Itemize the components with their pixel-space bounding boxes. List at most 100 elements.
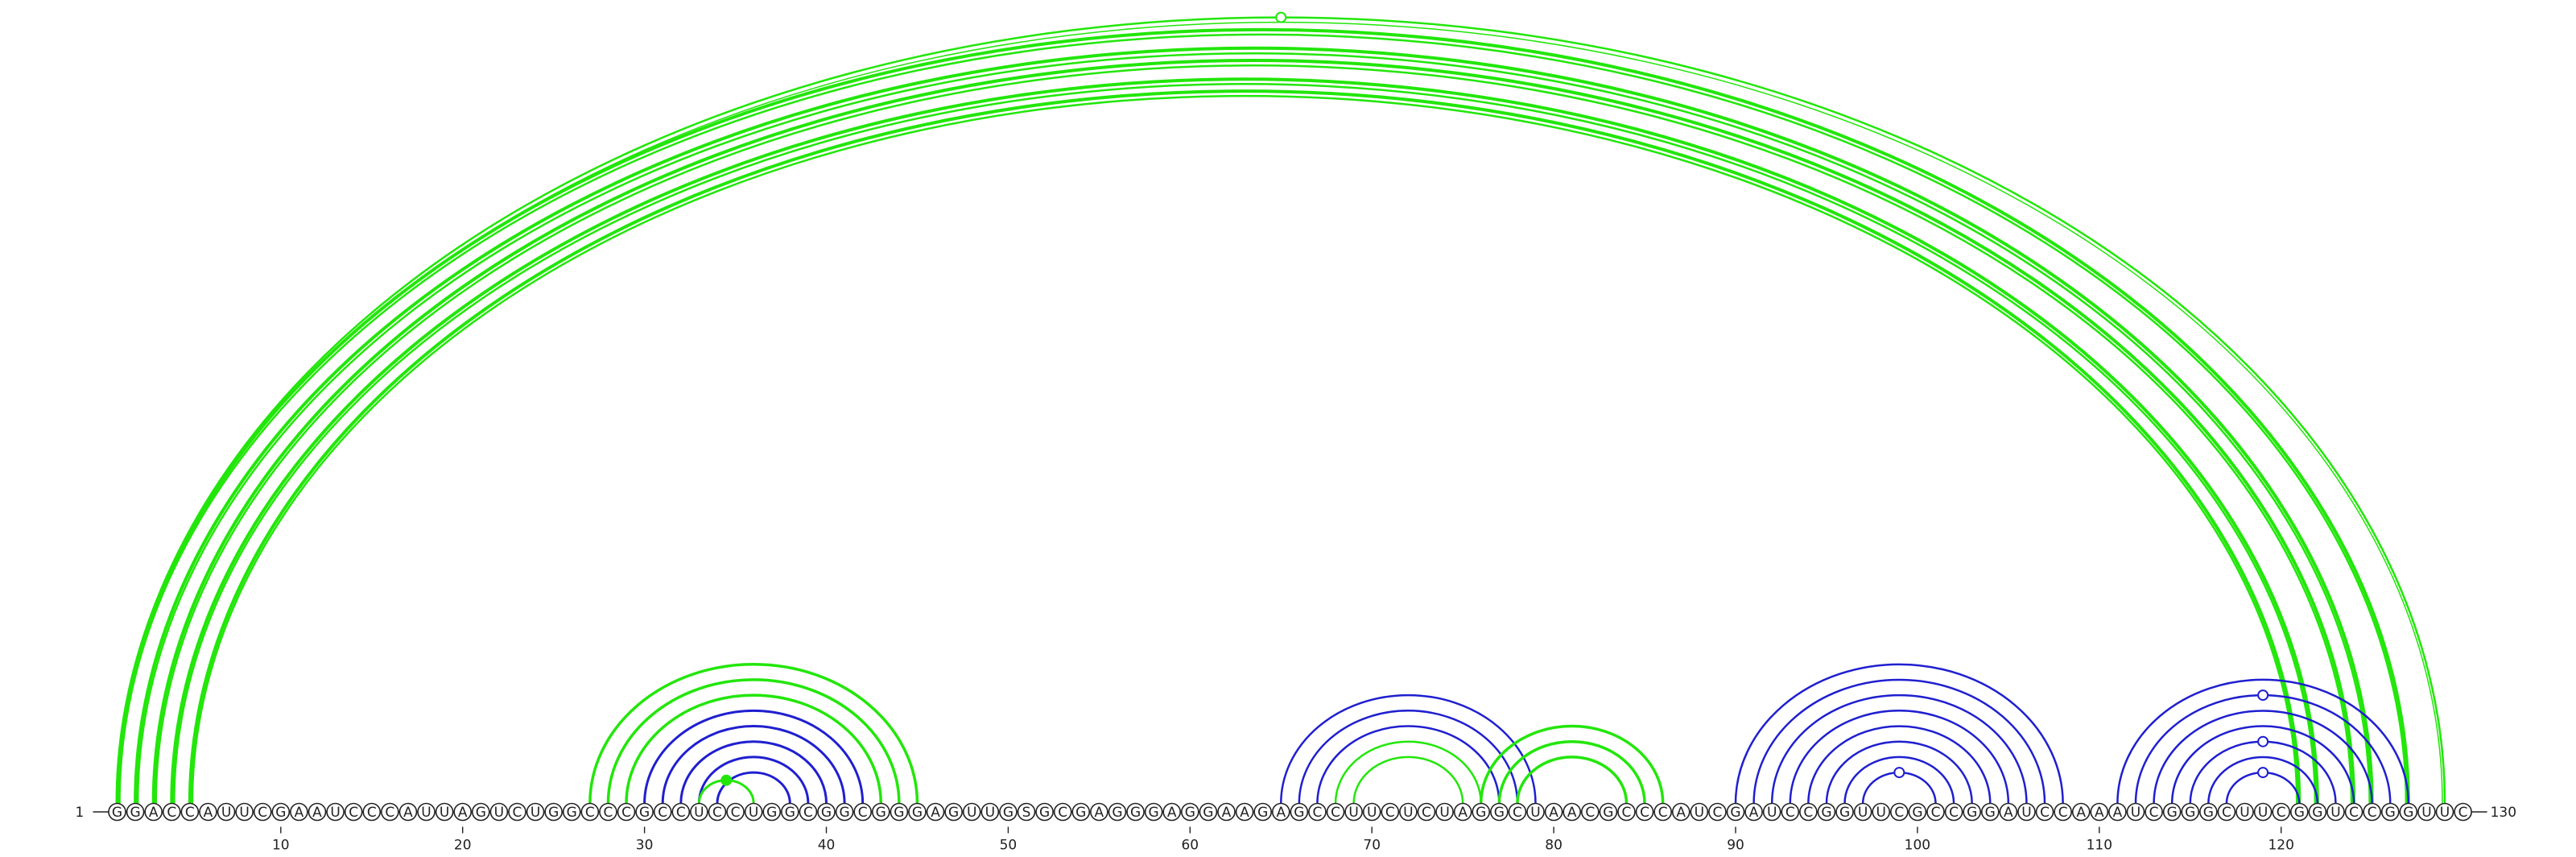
nucleotide-58 bbox=[1144, 802, 1163, 822]
nucleotide-label-118: U bbox=[2240, 805, 2249, 821]
nucleotide-label-12: A bbox=[312, 805, 322, 821]
end-label: 130 bbox=[2491, 805, 2516, 821]
nucleotide-42 bbox=[853, 802, 872, 822]
nucleotide-label-109: A bbox=[2076, 805, 2086, 821]
nucleotide-29 bbox=[617, 802, 636, 822]
nucleotide-48 bbox=[962, 802, 981, 822]
nucleotide-label-18: U bbox=[421, 805, 431, 821]
nucleotide-120 bbox=[2272, 802, 2291, 822]
nucleotide-36 bbox=[744, 802, 763, 822]
nucleotide-66 bbox=[1290, 802, 1309, 822]
nucleotide-6 bbox=[199, 802, 217, 822]
nucleotide-label-23: C bbox=[513, 805, 522, 821]
nucleotide-7 bbox=[217, 802, 236, 822]
nucleotide-label-19: U bbox=[440, 805, 449, 821]
nucleotide-label-34: C bbox=[712, 805, 722, 821]
nucleotide-label-106: U bbox=[2021, 805, 2031, 821]
nucleotide-label-84: C bbox=[1622, 805, 1632, 821]
nucleotide-label-76: G bbox=[1476, 805, 1486, 821]
pair-markers bbox=[720, 11, 2269, 786]
nucleotide-label-61: G bbox=[1203, 805, 1213, 821]
nucleotide-21 bbox=[471, 802, 490, 822]
nucleotide-80 bbox=[1544, 802, 1563, 822]
arc-3-124-inner bbox=[155, 64, 2353, 804]
nucleotide-4 bbox=[162, 802, 181, 822]
nucleotide-74 bbox=[1435, 802, 1454, 822]
nucleotide-label-69: U bbox=[1348, 805, 1358, 821]
nucleotide-11 bbox=[290, 802, 308, 822]
nucleotide-label-116: G bbox=[2203, 805, 2214, 821]
arc-66-78 bbox=[1298, 710, 1519, 804]
base-pair-arcs bbox=[115, 16, 2446, 804]
nucleotide-label-129: U bbox=[2440, 805, 2450, 821]
nucleotide-98 bbox=[1872, 802, 1891, 822]
arc-93-105 bbox=[1789, 710, 2010, 804]
arc-30-42 bbox=[643, 709, 865, 804]
nucleotide-label-126: G bbox=[2385, 805, 2396, 821]
nucleotide-27 bbox=[580, 802, 600, 822]
nucleotide-label-22: U bbox=[494, 805, 504, 821]
arc-3-124 bbox=[151, 58, 2356, 804]
nucleotide-label-124: C bbox=[2349, 805, 2359, 821]
nucleotide-label-42: C bbox=[858, 805, 868, 821]
nucleotide-label-17: A bbox=[403, 805, 413, 821]
arc-34-38 bbox=[716, 771, 791, 804]
nucleotide-label-85: C bbox=[1640, 805, 1649, 821]
nucleotide-label-4: C bbox=[167, 805, 176, 821]
arc-90-108 bbox=[1734, 663, 2064, 804]
nucleotide-38 bbox=[781, 802, 799, 822]
tick-label-90: 90 bbox=[1727, 838, 1744, 854]
nucleotide-label-81: A bbox=[1567, 805, 1577, 821]
nucleotide-106 bbox=[2017, 802, 2036, 822]
arc-2-125-inner bbox=[138, 53, 2370, 803]
nucleotide-label-64: G bbox=[1257, 805, 1268, 821]
nucleotide-30 bbox=[635, 802, 654, 822]
nucleotide-label-121: G bbox=[2294, 805, 2305, 821]
nucleotide-59 bbox=[1162, 802, 1182, 822]
nucleotide-label-67: C bbox=[1313, 805, 1323, 821]
nucleotide-112 bbox=[2126, 802, 2145, 822]
nucleotide-9 bbox=[253, 802, 272, 822]
nucleotide-label-29: C bbox=[621, 805, 631, 821]
nucleotide-22 bbox=[489, 802, 509, 822]
tick-label-110: 110 bbox=[2087, 838, 2112, 854]
nucleotide-37 bbox=[762, 802, 782, 822]
nucleotide-label-24: U bbox=[530, 805, 540, 821]
nucleotide-56 bbox=[1108, 802, 1127, 822]
nucleotide-8 bbox=[235, 802, 254, 822]
nucleotide-label-6: A bbox=[204, 805, 213, 821]
nucleotide-124 bbox=[2344, 802, 2363, 822]
nucleotide-86 bbox=[1653, 802, 1672, 822]
nucleotide-10 bbox=[271, 802, 291, 822]
nucleotide-label-114: G bbox=[2167, 805, 2178, 821]
tick-label-120: 120 bbox=[2268, 838, 2293, 854]
nucleotide-label-14: C bbox=[349, 805, 358, 821]
nucleotide-2 bbox=[126, 802, 145, 822]
nucleotide-label-73: C bbox=[1422, 805, 1431, 821]
nucleotide-label-55: A bbox=[1095, 805, 1104, 821]
arc-92-106 bbox=[1770, 693, 2028, 804]
nucleotide-122 bbox=[2308, 802, 2327, 822]
nucleotide-71 bbox=[1381, 802, 1400, 822]
nucleotide-39 bbox=[799, 802, 818, 822]
nucleotide-label-122: G bbox=[2312, 805, 2322, 821]
arc-5-121-inner bbox=[191, 94, 2298, 804]
nucleotide-84 bbox=[1617, 802, 1636, 822]
nucleotide-100 bbox=[1908, 802, 1927, 822]
nucleotide-label-48: U bbox=[967, 805, 976, 821]
nucleotide-31 bbox=[653, 802, 672, 822]
nucleotide-5 bbox=[180, 802, 200, 822]
nucleotide-51 bbox=[1017, 802, 1036, 822]
nucleotide-63 bbox=[1235, 802, 1254, 822]
nucleotide-117 bbox=[2217, 802, 2236, 822]
nucleotide-24 bbox=[526, 802, 545, 822]
nucleotide-label-44: G bbox=[894, 805, 904, 821]
nucleotide-109 bbox=[2071, 802, 2091, 822]
arc-29-43 bbox=[625, 693, 883, 804]
nucleotide-92 bbox=[1762, 802, 1781, 822]
nucleotide-label-83: G bbox=[1603, 805, 1613, 821]
nucleotide-label-8: U bbox=[239, 805, 249, 821]
marker-33-36 bbox=[720, 774, 733, 786]
nucleotide-label-13: U bbox=[330, 805, 340, 821]
